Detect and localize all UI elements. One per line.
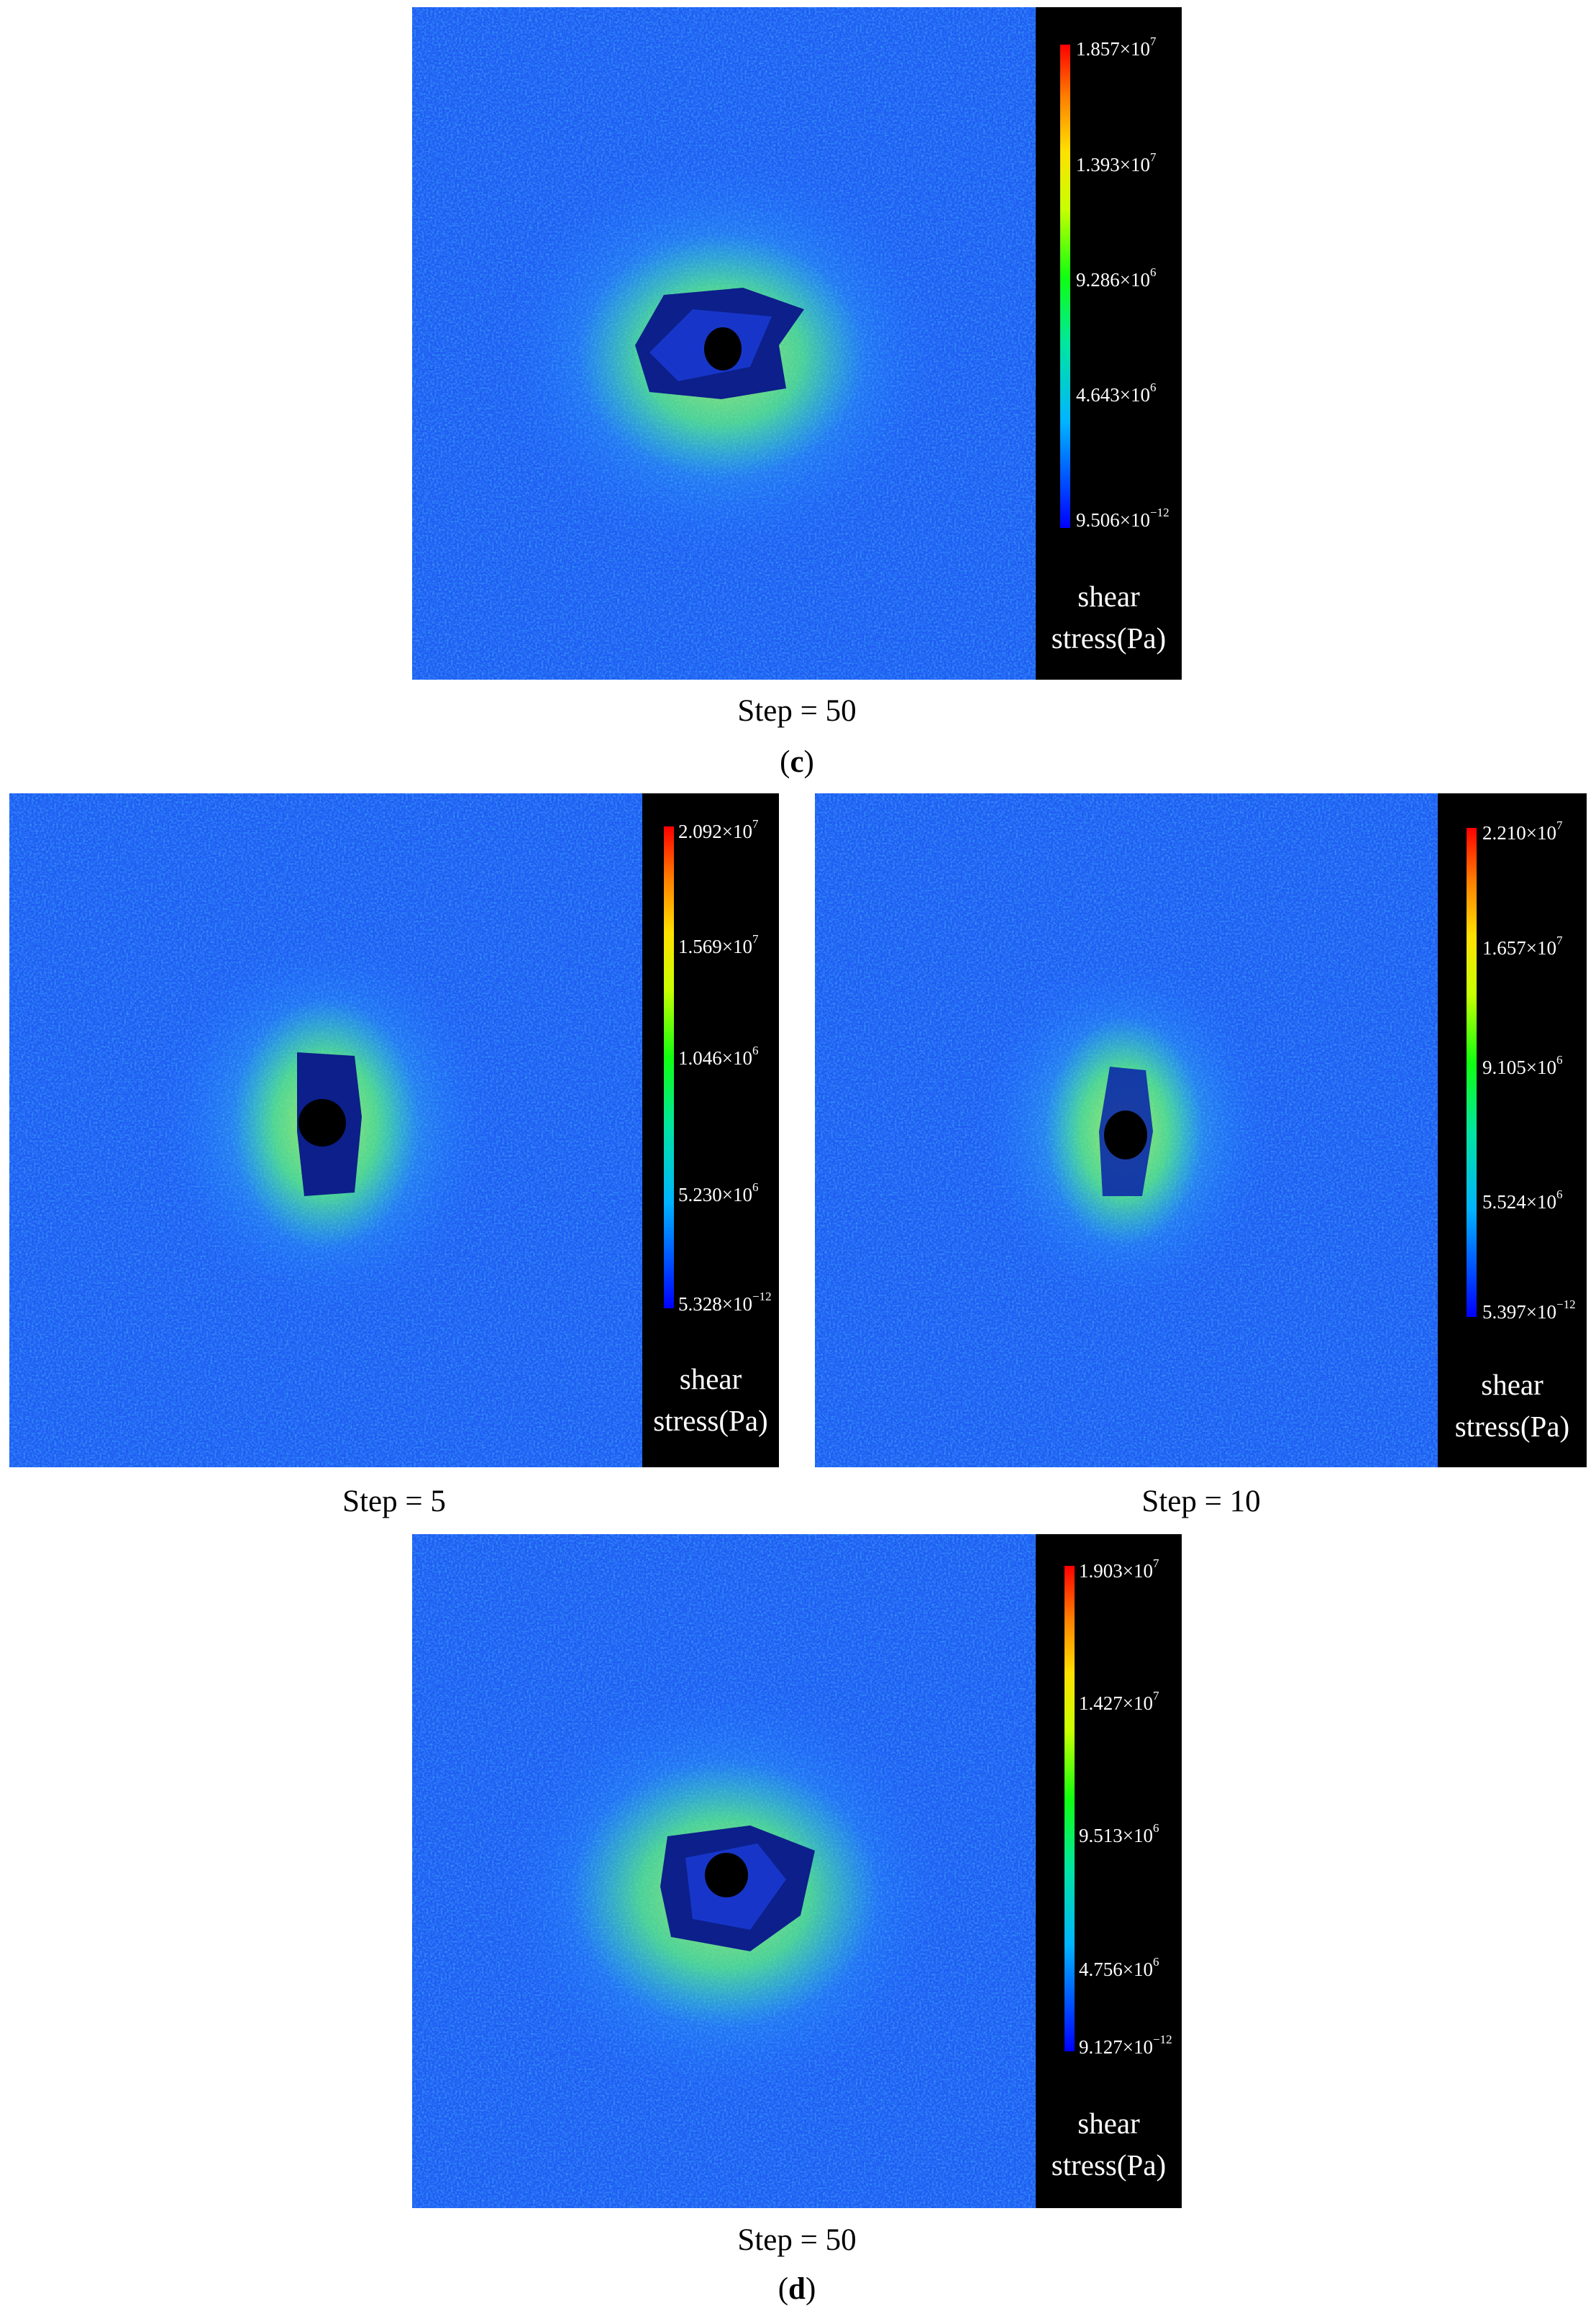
colorbar-title: shear stress(Pa)	[1051, 2107, 1167, 2181]
colorbar-tick: 5.524×106	[1482, 1187, 1563, 1213]
colorbar-tick: 4.643×106	[1076, 380, 1157, 406]
panel-label: (d)	[778, 2272, 816, 2306]
colorbar-tick-max: 2.092×107	[678, 817, 759, 842]
colorbar-gradient	[1060, 45, 1070, 528]
colorbar-tick: 9.286×106	[1076, 265, 1157, 291]
colorbar-tick: 1.046×106	[678, 1044, 759, 1069]
colorbar-tick-min: 5.328×10−12	[678, 1290, 772, 1315]
colorbar-title: shear stress(Pa)	[1051, 580, 1167, 655]
colorbar-title: shear stress(Pa)	[1454, 1368, 1570, 1443]
shear-stress-field-image	[412, 7, 1036, 680]
stress-panel-d-step-50: 1.903×107 1.427×107 9.513×106 4.756×106 …	[412, 1534, 1182, 2208]
colorbar: 2.092×107 1.569×107 1.046×106 5.230×106 …	[642, 793, 779, 1467]
colorbar-tick-max: 1.903×107	[1079, 1556, 1159, 1582]
colorbar-tick-min: 5.397×10−12	[1482, 1298, 1576, 1323]
colorbar-tick: 9.513×106	[1079, 1821, 1159, 1846]
shear-stress-field-image	[412, 1534, 1036, 2208]
colorbar-tick-max: 1.857×107	[1076, 35, 1157, 60]
shear-stress-field-image	[815, 793, 1438, 1467]
shear-stress-field-image	[9, 793, 642, 1467]
stress-panel-d-step-10: 2.210×107 1.657×107 9.105×106 5.524×106 …	[815, 793, 1587, 1467]
stress-panel-d-step-5: 2.092×107 1.569×107 1.046×106 5.230×106 …	[9, 793, 779, 1467]
panel-caption: Step = 50	[737, 2223, 857, 2257]
colorbar-tick: 4.756×106	[1079, 1955, 1159, 1980]
panel-label: (c)	[780, 745, 814, 779]
panel-caption: Step = 50	[737, 694, 857, 728]
colorbar-tick-min: 9.127×10−12	[1079, 2033, 1172, 2058]
colorbar-gradient	[1467, 828, 1477, 1317]
colorbar-tick: 1.427×107	[1079, 1689, 1159, 1714]
colorbar-tick-min: 9.506×10−12	[1076, 506, 1169, 531]
colorbar: 1.857×107 1.393×107 9.286×106 4.643×106 …	[1036, 7, 1182, 680]
colorbar-tick: 1.569×107	[678, 932, 759, 957]
panel-caption: Step = 5	[342, 1485, 446, 1518]
colorbar-title: shear stress(Pa)	[653, 1362, 768, 1437]
colorbar-tick: 1.393×107	[1076, 150, 1157, 175]
colorbar-tick: 5.230×106	[678, 1180, 759, 1205]
colorbar-tick: 9.105×106	[1482, 1053, 1563, 1078]
colorbar-gradient	[1064, 1566, 1075, 2051]
colorbar: 2.210×107 1.657×107 9.105×106 5.524×106 …	[1438, 793, 1587, 1467]
colorbar-tick-max: 2.210×107	[1482, 819, 1563, 844]
colorbar-gradient	[664, 826, 674, 1308]
panel-caption: Step = 10	[1141, 1485, 1261, 1518]
colorbar-tick: 1.657×107	[1482, 934, 1563, 959]
stress-panel-c: 1.857×107 1.393×107 9.286×106 4.643×106 …	[412, 7, 1182, 680]
colorbar: 1.903×107 1.427×107 9.513×106 4.756×106 …	[1036, 1534, 1182, 2208]
